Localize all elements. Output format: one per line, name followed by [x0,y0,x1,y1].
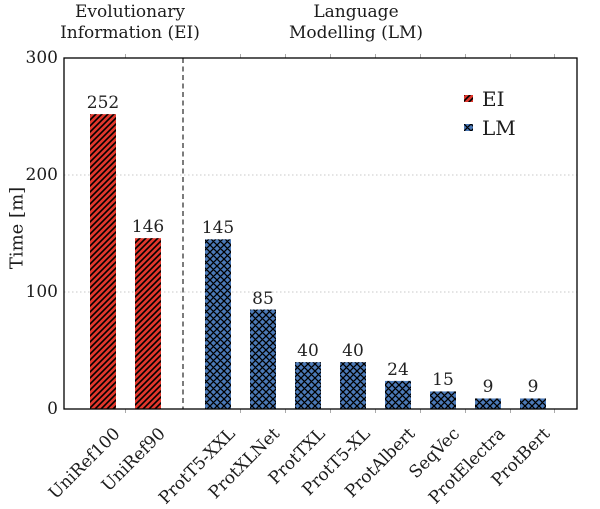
y-tick-label-0: 0 [47,399,58,419]
bar-hatch-ProtXLNet [250,309,276,409]
group-header-ei-line1: Evolutionary [75,2,185,22]
group-header-ei-line2: Information (EI) [60,23,200,43]
group-header-lm-line2: Modelling (LM) [288,23,424,43]
legend-row-ei: EI [464,84,516,113]
value-label-ProtTXL: 40 [297,341,319,362]
bar-hatch-ProtT5-XL [340,362,366,409]
group-header-lm: Language Modelling (LM) [289,2,423,44]
plot-border [63,57,578,410]
value-label-ProtXLNet: 85 [252,288,274,309]
group-header-lm-line1: Language [313,2,399,22]
legend: EI LM [464,84,516,142]
group-header-ei: Evolutionary Information (EI) [60,2,200,44]
value-label-UniRef90: 146 [131,217,165,238]
bar-hatch-UniRef90 [135,238,161,409]
bar-hatch-ProtBert [520,398,546,409]
value-label-ProtT5-XL: 40 [342,341,364,362]
value-label-ProtAlbert: 24 [387,359,409,380]
y-tick-label-200: 200 [25,165,58,185]
value-label-SeqVec: 15 [432,370,454,391]
y-axis-label: Time [m] [6,186,28,270]
legend-label-lm: LM [482,115,516,140]
lm-swatch-icon [464,124,473,131]
value-label-ProtBert: 9 [527,377,539,398]
value-label-UniRef100: 252 [86,93,120,114]
bar-hatch-ProtTXL [295,362,321,409]
value-label-ProtT5-XXL: 145 [201,218,235,239]
bar-hatch-ProtT5-XXL [205,239,231,409]
ei-swatch-icon [464,95,473,102]
y-tick-label-300: 300 [25,48,58,68]
y-tick-label-100: 100 [25,282,58,302]
bar-hatch-ProtAlbert [385,380,411,409]
legend-label-ei: EI [482,86,505,111]
axis-tick-marks [125,54,555,413]
bars-group [90,114,546,409]
bar-hatch-ProtElectra [475,398,501,409]
bar-hatch-UniRef100 [90,114,116,409]
legend-row-lm: LM [464,113,516,142]
value-label-ProtElectra: 9 [482,377,494,398]
bar-hatch-SeqVec [430,391,456,409]
